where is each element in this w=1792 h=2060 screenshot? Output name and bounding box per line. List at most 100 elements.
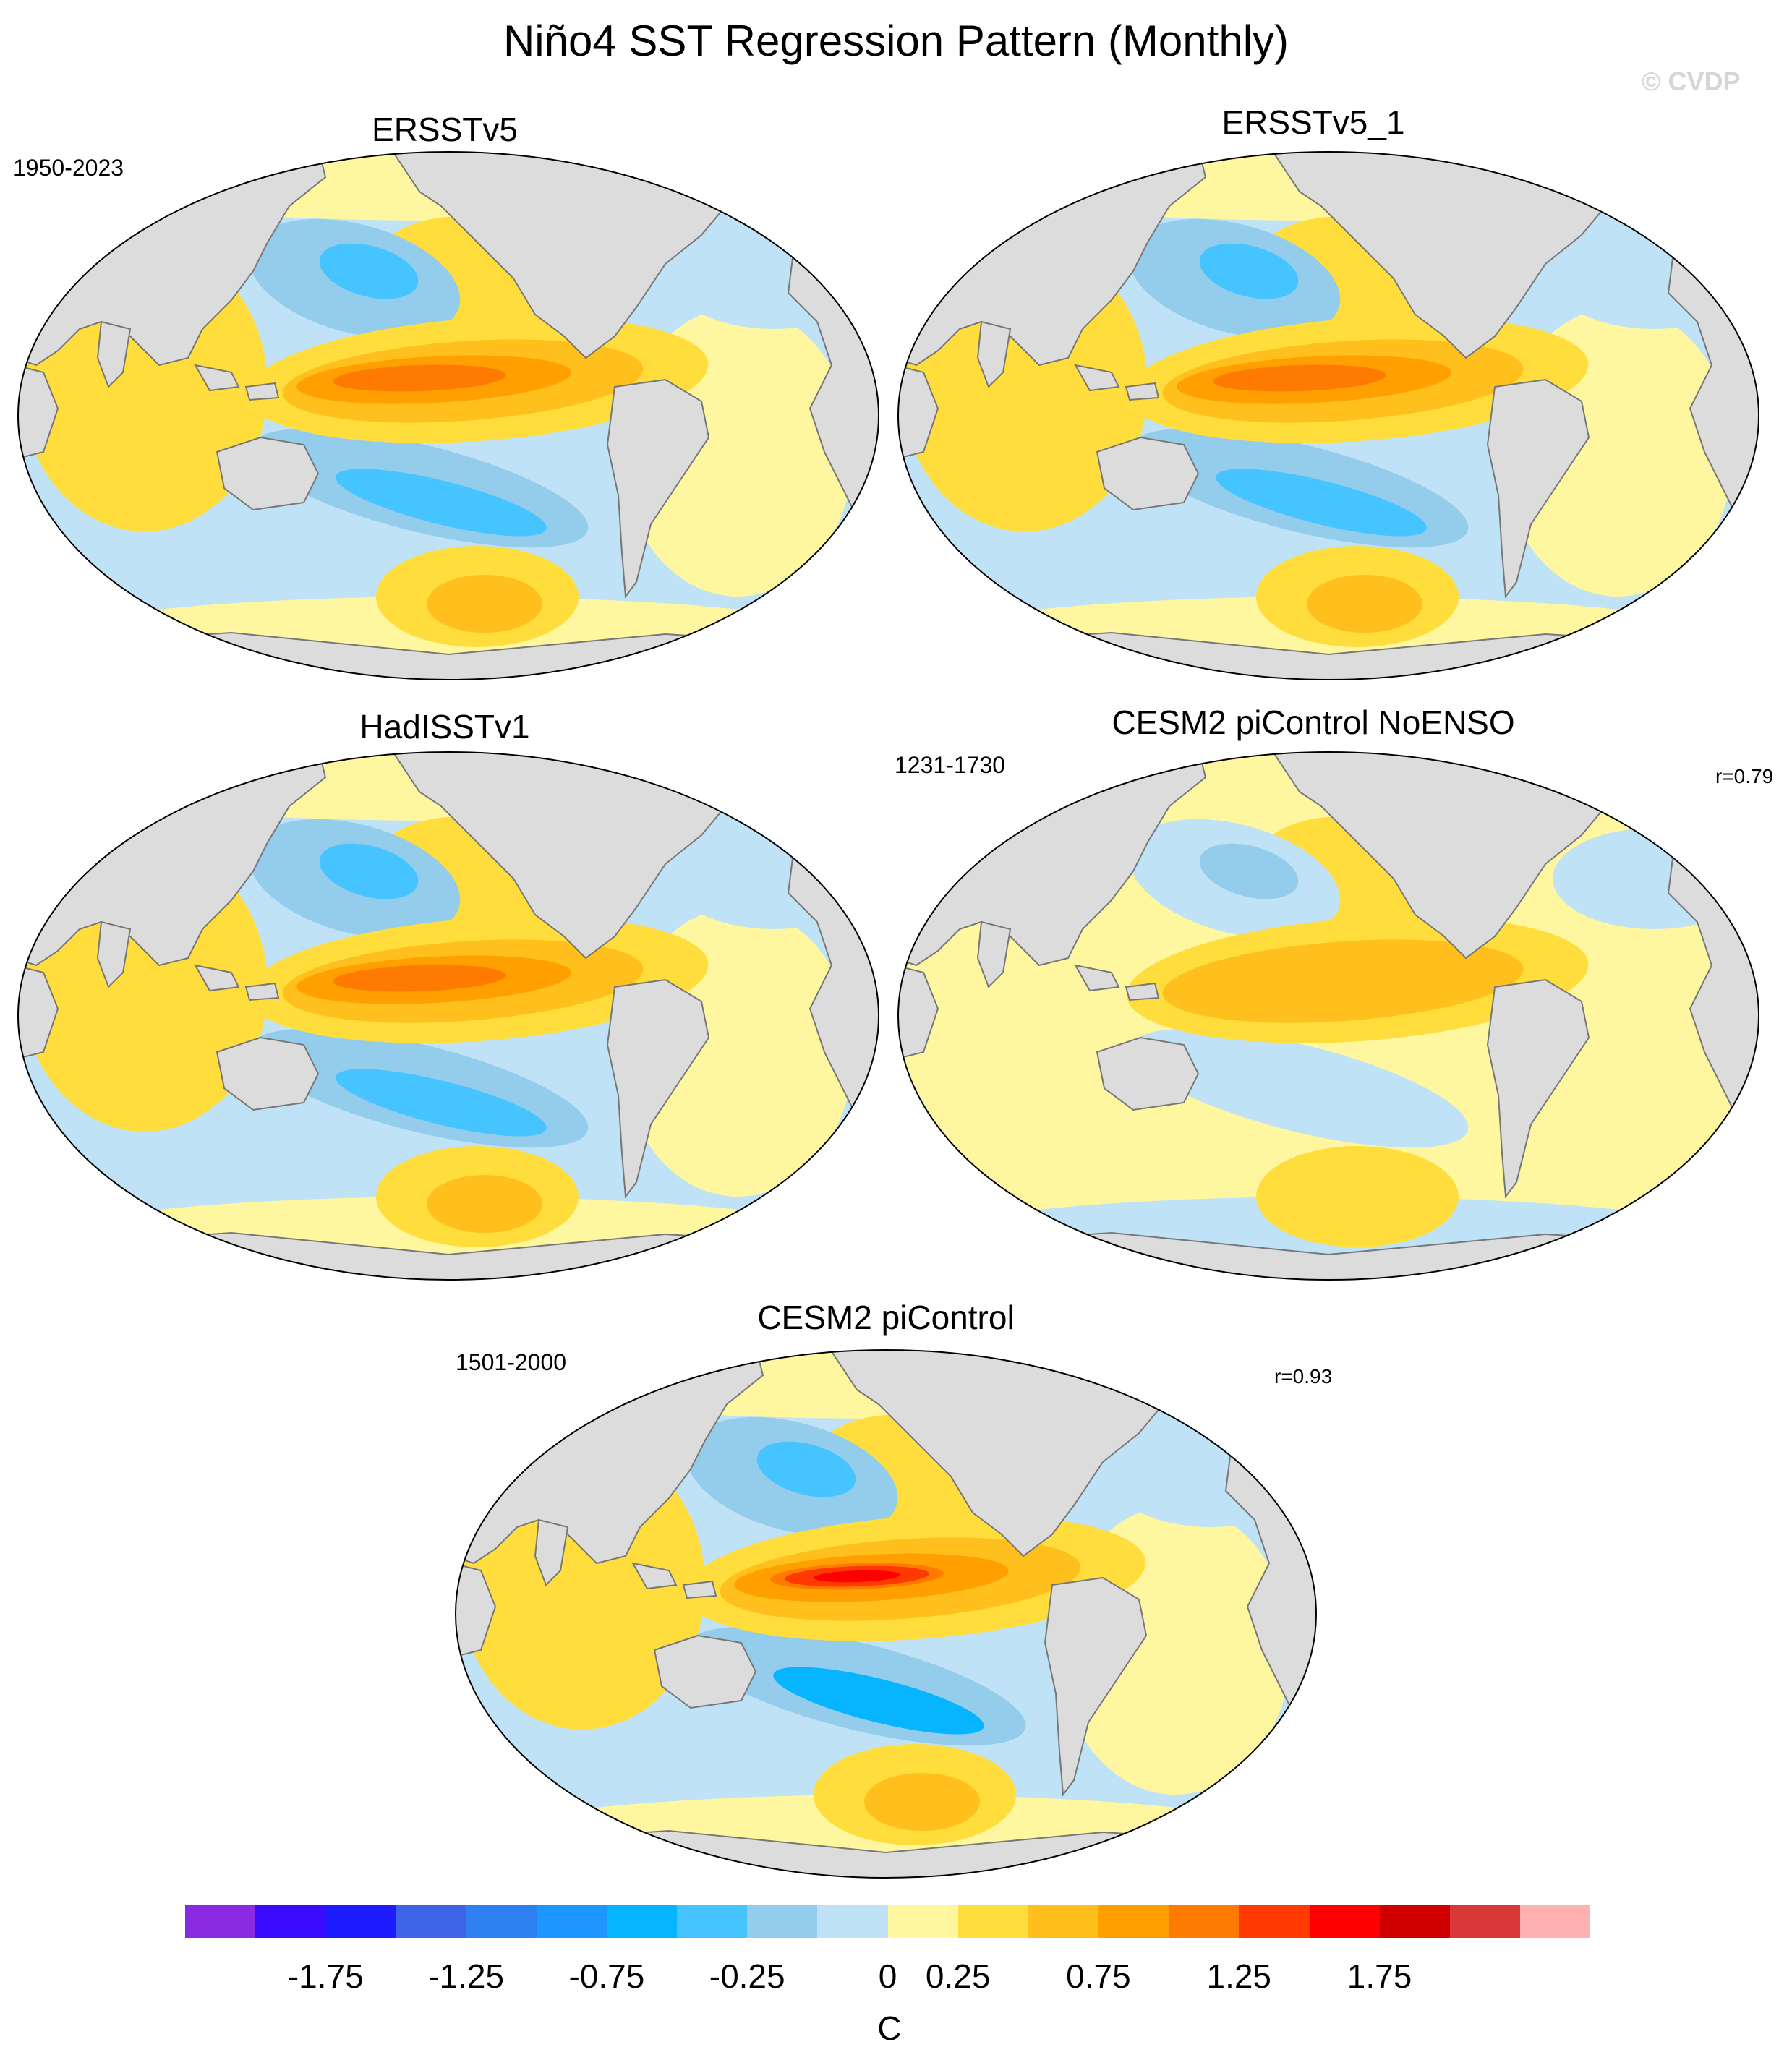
greenland-landmass xyxy=(1631,152,1713,215)
panel-period-cesm2-picontrol-noenso: 1231-1730 xyxy=(895,752,1006,778)
new-guinea-landmass xyxy=(244,382,280,401)
colorbar-swatch xyxy=(396,1905,466,1938)
sst-anomaly-region xyxy=(427,575,542,633)
sst-anomaly-region xyxy=(1199,243,1299,299)
australia-landmass xyxy=(1096,1036,1200,1111)
colorbar-swatch xyxy=(887,1905,958,1938)
map-hadisstv1 xyxy=(17,751,879,1281)
australia-landmass xyxy=(216,436,320,511)
greenland-landmass xyxy=(1631,752,1713,815)
sst-anomaly-region xyxy=(333,364,506,392)
sst-anomaly-region xyxy=(756,1441,856,1497)
colorbar-swatch xyxy=(1379,1905,1450,1938)
sst-anomaly-region xyxy=(319,843,419,899)
panel-correlation-cesm2-picontrol-noenso: r=0.79 xyxy=(1715,765,1774,787)
india-landmass xyxy=(96,320,132,388)
sst-anomaly-region xyxy=(1307,1175,1422,1233)
sst-anomaly-region xyxy=(773,1667,984,1735)
south-america-landmass xyxy=(1044,1576,1148,1797)
sst-anomaly-region xyxy=(319,243,419,299)
map-outline xyxy=(17,151,879,680)
new-guinea-landmass xyxy=(1125,982,1160,1001)
panel-title-cesm2-picontrol-noenso: CESM2 piControl NoENSO xyxy=(1112,704,1515,741)
colorbar-swatch xyxy=(536,1905,607,1938)
colorbar-swatch xyxy=(957,1905,1028,1938)
colorbar-swatch xyxy=(466,1905,537,1938)
maritime-continent-landmass xyxy=(194,364,240,392)
panel-title-cesm2-picontrol: CESM2 piControl xyxy=(757,1299,1015,1336)
colorbar xyxy=(185,1905,1591,1938)
panel-title-hadisstv1: HadISSTv1 xyxy=(359,708,530,745)
australia-landmass xyxy=(653,1634,757,1709)
sst-anomaly-region xyxy=(336,469,547,537)
colorbar-swatch xyxy=(606,1905,678,1938)
map-outline xyxy=(897,751,1759,1281)
map-cesm2-picontrol-noenso xyxy=(897,751,1759,1281)
colorbar-swatch xyxy=(255,1905,326,1938)
map-ersstv5 xyxy=(17,151,879,680)
colorbar-tick-label: -1.75 xyxy=(287,1957,364,1995)
sst-anomaly-region xyxy=(333,965,506,992)
sst-anomaly-region xyxy=(1162,939,1524,1023)
colorbar-swatch xyxy=(1239,1905,1310,1938)
india-landmass xyxy=(976,320,1012,388)
sst-anomaly-region xyxy=(864,1773,980,1831)
colorbar-swatch xyxy=(1449,1905,1520,1938)
map-cesm2-picontrol xyxy=(455,1349,1317,1879)
colorbar-tick-label: 0.75 xyxy=(1066,1957,1131,1995)
map-outline xyxy=(17,751,879,1281)
maritime-continent-landmass xyxy=(194,964,240,992)
maritime-continent-landmass xyxy=(1074,364,1120,392)
greenland-landmass xyxy=(1188,1350,1271,1413)
sst-anomaly-region xyxy=(814,1570,900,1583)
india-landmass xyxy=(976,920,1012,988)
colorbar-tick-label: 0 xyxy=(878,1957,897,1995)
new-guinea-landmass xyxy=(244,982,280,1001)
greenland-landmass xyxy=(751,152,833,215)
figure-title: Niño4 SST Regression Pattern (Monthly) xyxy=(503,17,1289,65)
australia-landmass xyxy=(1096,436,1200,511)
australia-landmass xyxy=(216,1036,320,1111)
sst-anomaly-region xyxy=(336,1069,547,1137)
panel-correlation-cesm2-picontrol: r=0.93 xyxy=(1274,1365,1333,1388)
ocean-field xyxy=(456,1350,1316,1878)
india-landmass xyxy=(96,920,132,988)
panel-period-ersstv5: 1950-2023 xyxy=(13,155,124,181)
greenland-landmass xyxy=(751,752,833,815)
south-america-landmass xyxy=(1486,978,1590,1199)
colorbar-tick-label: 0.25 xyxy=(925,1957,991,1995)
colorbar-units: C xyxy=(877,2009,902,2047)
colorbar-tick-label: -1.25 xyxy=(428,1957,505,1995)
watermark: © CVDP xyxy=(1642,67,1741,96)
colorbar-tick-label: -0.75 xyxy=(568,1957,645,1995)
panel-title-ersstv5-1: ERSSTv5_1 xyxy=(1221,103,1405,141)
sst-anomaly-region xyxy=(1216,469,1427,537)
colorbar-swatch xyxy=(817,1905,888,1938)
new-guinea-landmass xyxy=(682,1580,717,1599)
map-outline xyxy=(897,151,1759,680)
colorbar-swatch xyxy=(1028,1905,1099,1938)
colorbar-swatch xyxy=(325,1905,396,1938)
maritime-continent-landmass xyxy=(1074,964,1120,992)
colorbar-swatch xyxy=(185,1905,256,1938)
colorbar-swatch xyxy=(1519,1905,1591,1938)
south-america-landmass xyxy=(1486,378,1590,599)
panel-period-cesm2-picontrol: 1501-2000 xyxy=(456,1349,567,1375)
colorbar-swatch xyxy=(1309,1905,1380,1938)
sst-anomaly-region xyxy=(1307,575,1422,633)
africa-landmass xyxy=(898,964,939,1061)
africa-landmass xyxy=(456,1562,497,1659)
map-outline xyxy=(455,1349,1317,1879)
colorbar-tick-label: 1.25 xyxy=(1206,1957,1272,1995)
sst-anomaly-region xyxy=(1216,1069,1427,1137)
panel-title-ersstv5: ERSSTv5 xyxy=(372,111,518,148)
map-ersstv5-1 xyxy=(897,151,1759,680)
south-america-landmass xyxy=(606,978,710,1199)
colorbar-tick-label: -0.25 xyxy=(709,1957,785,1995)
maritime-continent-landmass xyxy=(631,1562,678,1590)
africa-landmass xyxy=(18,964,59,1061)
colorbar-swatch xyxy=(1169,1905,1240,1938)
sst-anomaly-region xyxy=(1199,843,1299,899)
colorbar-swatch xyxy=(677,1905,748,1938)
africa-landmass xyxy=(18,364,59,461)
